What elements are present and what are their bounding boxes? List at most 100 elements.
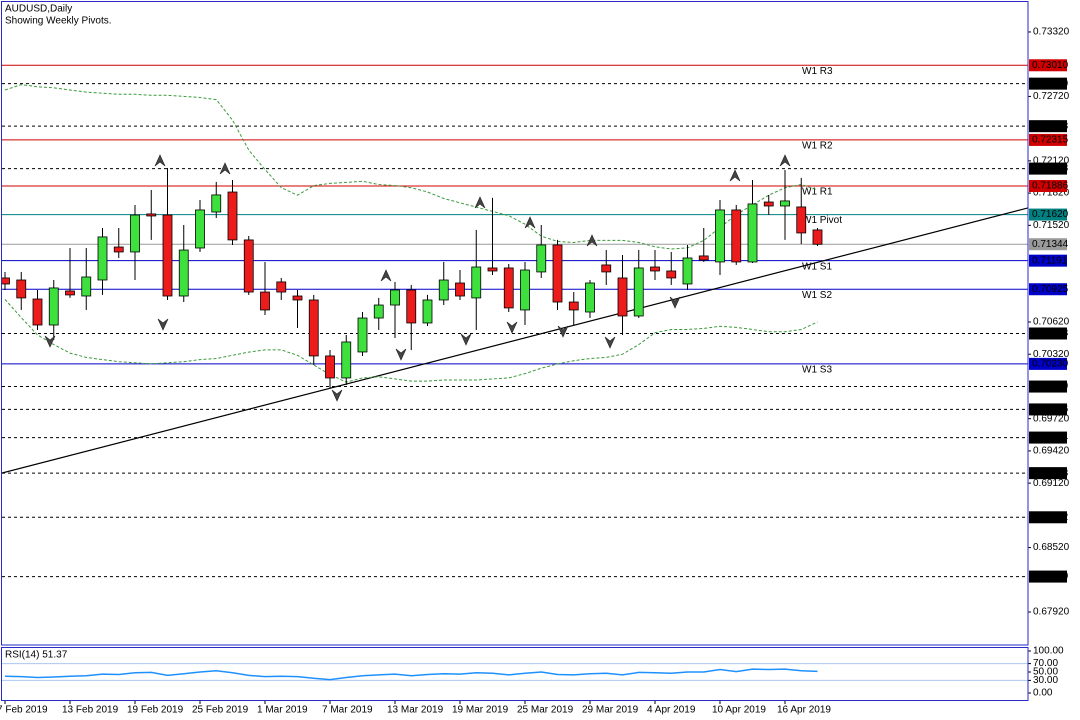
x-tick-label: 25 Mar 2019	[517, 705, 574, 716]
fractal-down	[604, 336, 616, 349]
candle-body	[455, 282, 465, 297]
level-label: 0.70230	[1032, 359, 1069, 370]
level-box	[1029, 77, 1067, 90]
level-box	[1029, 327, 1067, 340]
candle-body	[552, 244, 563, 303]
chart-subtitle: Showing Weekly Pivots.	[5, 16, 112, 27]
fractal-down	[506, 321, 518, 334]
fractal-up	[729, 169, 741, 182]
x-tick-label: 13 Mar 2019	[387, 705, 444, 716]
candle-body	[715, 209, 725, 263]
candle-body	[113, 246, 124, 253]
level-label: 0.69806	[1032, 404, 1069, 415]
level-name: W1 R1	[802, 187, 833, 198]
y-tick-label: 0.72120	[1033, 156, 1070, 167]
x-tick-label: 7 Feb 2019	[0, 705, 48, 716]
level-label: 0.68802	[1032, 512, 1069, 523]
candle-body	[536, 244, 547, 273]
y-tick-label: 0.69120	[1033, 478, 1070, 489]
candle-body	[2, 277, 10, 285]
level-box	[1029, 403, 1067, 416]
candle-body	[682, 257, 693, 285]
y-tick-label: 0.72720	[1033, 91, 1070, 102]
candle-body	[520, 269, 530, 311]
candle-body	[503, 267, 514, 309]
y-tick-label: 0.69420	[1033, 446, 1070, 457]
candle-body	[438, 279, 449, 301]
x-tick-label: 4 Apr 2019	[647, 705, 696, 716]
candle-body	[812, 229, 823, 245]
level-name: W1 S3	[802, 365, 832, 376]
candle-body	[731, 209, 742, 263]
fractal-down	[157, 318, 169, 331]
candle-body	[666, 270, 677, 279]
level-box	[1029, 238, 1067, 251]
level-label: 0.71886	[1032, 181, 1069, 192]
y-tick-label: 0.69720	[1033, 413, 1070, 424]
x-tick-label: 29 Mar 2019	[582, 705, 639, 716]
level-name: W1 Pivot	[802, 215, 842, 226]
fractal-up	[779, 154, 791, 167]
rsi-plot	[2, 663, 1028, 681]
candle-body	[308, 299, 319, 357]
rsi-tick-label: 70.00	[1033, 658, 1058, 669]
level-box	[1029, 357, 1067, 370]
candle-body	[373, 304, 384, 319]
level-name: W1 S2	[802, 290, 832, 301]
fractal-down	[557, 325, 569, 338]
rsi-tick-label: 0.00	[1033, 688, 1053, 699]
level-box	[1029, 133, 1067, 146]
candle-body	[568, 301, 579, 311]
candle-body	[146, 213, 157, 217]
candle-body	[65, 290, 75, 296]
y-tick-label: 0.73320	[1033, 27, 1070, 38]
level-label: 0.71620	[1032, 209, 1069, 220]
fractal-up	[474, 196, 486, 209]
candle-body	[406, 289, 417, 324]
fractal-down	[669, 296, 681, 309]
y-tick-label: 0.68520	[1033, 542, 1070, 553]
fractal-down	[331, 389, 343, 402]
rsi-tick-label: 30.00	[1033, 675, 1058, 686]
x-tick-label: 19 Feb 2019	[127, 705, 184, 716]
fractal-up	[586, 234, 598, 247]
candle-body	[130, 214, 140, 253]
level-label: 0.69213	[1032, 468, 1069, 479]
level-label: 0.72443	[1032, 121, 1069, 132]
level-box	[1029, 208, 1067, 221]
candle-body	[162, 214, 173, 297]
y-tick-label: 0.71820	[1033, 188, 1070, 199]
y-tick-label: 0.71520	[1033, 220, 1070, 231]
candle-body	[390, 289, 400, 306]
fractal-down	[460, 333, 472, 346]
level-box	[1029, 120, 1067, 133]
fractal-down	[395, 348, 407, 361]
candle-body	[48, 287, 59, 326]
fractal-down	[44, 335, 56, 348]
x-tick-label: 25 Feb 2019	[192, 705, 249, 716]
level-name: W1 S1	[802, 261, 832, 272]
fractal-up	[524, 216, 536, 229]
candle-body	[617, 277, 628, 317]
price-plot: W1 R3 W1 R2 W1 R1 W1 Pivot W1 S1 W1 S2 W1 S3	[2, 64, 1028, 578]
level-box	[1029, 467, 1067, 480]
band-upper	[4, 84, 818, 250]
frame	[1, 1, 1029, 701]
level-label: 0.71344	[1032, 239, 1069, 250]
candle-body	[341, 341, 352, 379]
rsi-title: RSI(14) 51.37	[5, 650, 68, 661]
x-tick-label: 7 Mar 2019	[322, 705, 373, 716]
rsi-line	[4, 668, 818, 681]
x-tick-label: 13 Feb 2019	[62, 705, 119, 716]
candle-body	[471, 266, 482, 299]
candle-body	[97, 236, 108, 281]
level-label: 0.71191	[1032, 255, 1068, 266]
level-box	[1029, 180, 1067, 193]
candle-body	[178, 249, 189, 297]
candle-body	[698, 255, 709, 261]
candle-body	[292, 295, 303, 301]
level-box	[1029, 570, 1067, 583]
